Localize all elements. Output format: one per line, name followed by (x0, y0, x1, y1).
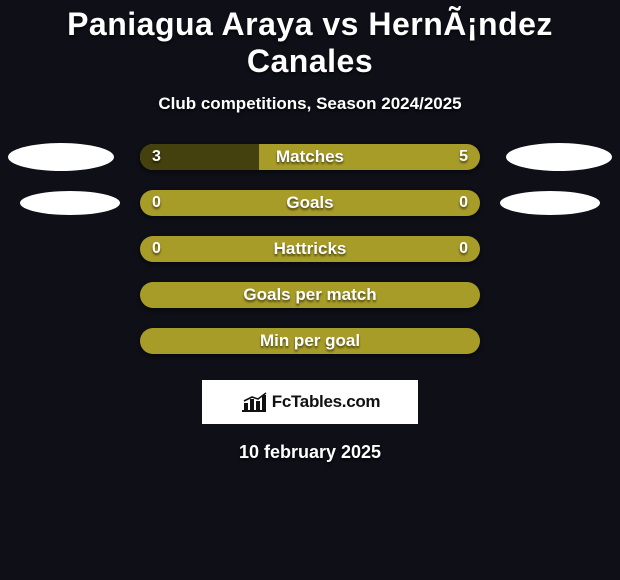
stat-value-left: 0 (152, 240, 161, 258)
stat-bar: 00Hattricks (140, 236, 480, 262)
comparison-infographic: Paniagua Araya vs HernÃ¡ndez Canales Clu… (0, 0, 620, 580)
logo-text: FcTables.com (272, 392, 381, 412)
stat-bar-base (140, 236, 480, 262)
logo-box: FcTables.com (202, 380, 418, 424)
stat-bar-base (140, 328, 480, 354)
stat-bar-base (140, 282, 480, 308)
stat-value-right: 0 (459, 240, 468, 258)
stat-value-left: 0 (152, 194, 161, 212)
player-left-shape (8, 143, 114, 171)
player-right-shape (500, 191, 600, 215)
stat-bar-base (140, 190, 480, 216)
stat-row: Min per goal (0, 328, 620, 354)
stat-row: 35Matches (0, 144, 620, 170)
player-right-shape (506, 143, 612, 171)
stat-value-right: 5 (459, 148, 468, 166)
stat-bar: Min per goal (140, 328, 480, 354)
page-subtitle: Club competitions, Season 2024/2025 (0, 94, 620, 114)
stat-value-left: 3 (152, 148, 161, 166)
stat-row: Goals per match (0, 282, 620, 308)
player-left-shape (20, 191, 120, 215)
stat-bar: 00Goals (140, 190, 480, 216)
stat-bar: 35Matches (140, 144, 480, 170)
stat-row: 00Goals (0, 190, 620, 216)
infographic-date: 10 february 2025 (0, 442, 620, 463)
stat-rows: 35Matches00Goals00HattricksGoals per mat… (0, 144, 620, 354)
stat-value-right: 0 (459, 194, 468, 212)
logo-bars-icon (240, 391, 268, 413)
stat-bar: Goals per match (140, 282, 480, 308)
page-title: Paniagua Araya vs HernÃ¡ndez Canales (0, 6, 620, 80)
stat-row: 00Hattricks (0, 236, 620, 262)
